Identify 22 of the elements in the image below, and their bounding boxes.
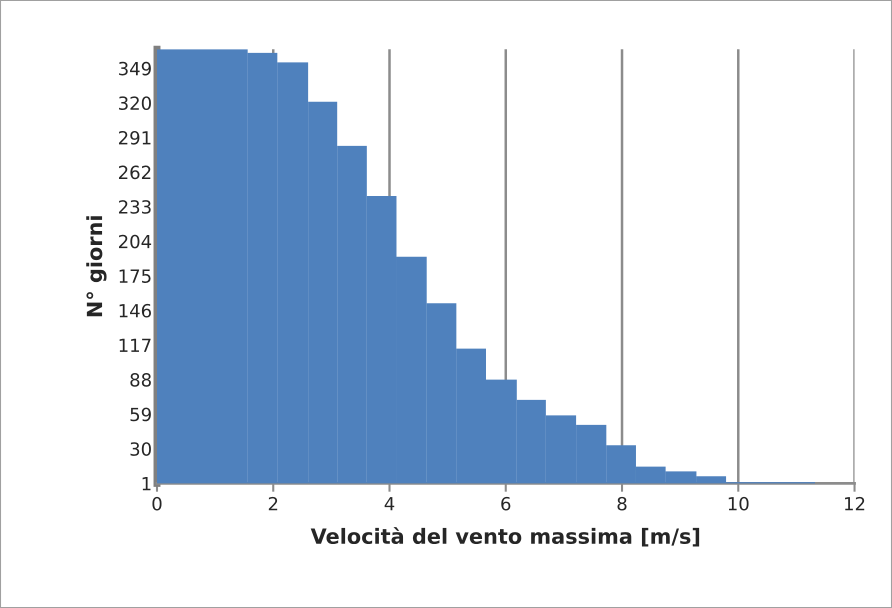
y-tick-label: 291 [118,130,150,145]
y-tick-label: 233 [118,200,151,214]
y-tick-label: 175 [120,270,151,283]
y-axis-title: N° giorni [86,216,107,316]
y-tick-label: 1 [142,477,150,490]
y-tick-label: 117 [120,338,151,352]
x-tick-label: 0 [152,496,162,511]
x-tick-label: 8 [618,496,627,511]
x-tick-label: 10 [728,496,749,511]
y-tick-label: 349 [119,62,151,76]
x-tick-label: 2 [268,496,278,510]
y-tick-label: 30 [130,442,151,456]
y-tick-label: 204 [118,234,152,248]
y-tick-label: 320 [119,96,151,110]
y-tick-label: 146 [120,304,151,318]
y-tick-label: 262 [118,166,150,180]
y-tick-label: 88 [130,373,151,387]
y-tick-label: 59 [130,408,151,422]
x-tick-label: 4 [384,497,394,510]
x-tick-label: 6 [501,496,510,511]
x-tick-label: 12 [845,496,864,510]
x-axis-title: Velocità del vento massima [m/s] [310,527,700,546]
